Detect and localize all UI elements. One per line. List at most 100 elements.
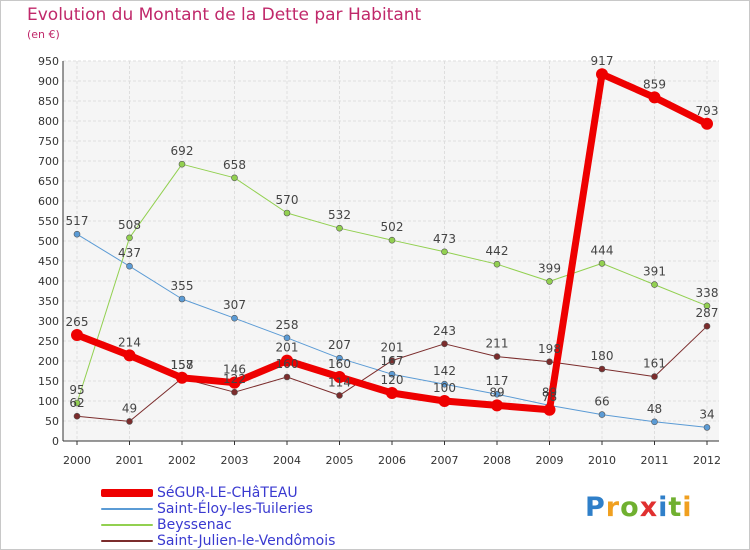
data-label: 180 bbox=[591, 349, 614, 363]
data-point bbox=[73, 230, 81, 238]
data-label: 502 bbox=[381, 220, 404, 234]
data-point bbox=[388, 370, 396, 378]
data-label: 917 bbox=[591, 54, 614, 68]
legend-swatch bbox=[101, 540, 153, 542]
x-tick-label: 2003 bbox=[221, 454, 249, 467]
data-label: 658 bbox=[223, 158, 246, 172]
data-point bbox=[598, 260, 606, 267]
data-point bbox=[336, 224, 343, 232]
logo-letter: i bbox=[658, 492, 669, 523]
data-label: 211 bbox=[486, 337, 509, 351]
y-tick-label: 800 bbox=[38, 115, 59, 128]
data-label: 49 bbox=[122, 401, 137, 415]
x-tick-label: 2011 bbox=[641, 454, 669, 467]
data-point bbox=[493, 260, 501, 268]
y-tick-label: 650 bbox=[38, 175, 59, 188]
y-tick-label: 150 bbox=[38, 375, 59, 388]
y-tick-label: 100 bbox=[38, 395, 59, 408]
data-point bbox=[283, 373, 291, 381]
data-label: 122 bbox=[223, 372, 246, 386]
data-point bbox=[598, 365, 606, 373]
legend-label: SéGUR-LE-CHâTEAU bbox=[157, 485, 298, 501]
y-tick-label: 50 bbox=[45, 415, 59, 428]
plot-area bbox=[63, 61, 719, 441]
data-label: 692 bbox=[171, 144, 194, 158]
legend-label: Beyssenac bbox=[157, 517, 232, 533]
data-label: 258 bbox=[276, 318, 299, 332]
logo-letter: x bbox=[639, 492, 659, 523]
legend-swatch bbox=[101, 489, 153, 497]
data-label: 95 bbox=[69, 383, 84, 397]
data-label: 161 bbox=[643, 357, 666, 371]
logo-letter: r bbox=[605, 492, 621, 523]
data-point bbox=[231, 174, 238, 182]
data-label: 207 bbox=[328, 338, 351, 352]
data-point bbox=[73, 412, 81, 420]
data-point bbox=[491, 399, 503, 412]
legend-item: Beyssenac bbox=[101, 517, 335, 533]
data-label: 391 bbox=[643, 265, 666, 279]
x-tick-label: 2008 bbox=[483, 454, 511, 467]
x-tick-label: 2001 bbox=[116, 454, 144, 467]
logo-letter: i bbox=[682, 492, 693, 523]
data-point bbox=[441, 248, 448, 256]
data-point bbox=[651, 418, 658, 426]
data-point bbox=[441, 340, 448, 348]
data-point bbox=[648, 91, 661, 104]
data-label: 265 bbox=[66, 315, 89, 329]
y-tick-label: 550 bbox=[38, 215, 59, 228]
legend-label: Saint-Éloy-les-Tuileries bbox=[157, 501, 313, 517]
y-tick-label: 400 bbox=[38, 275, 59, 288]
data-label: 78 bbox=[542, 390, 557, 404]
data-label: 146 bbox=[223, 363, 246, 377]
y-tick-label: 250 bbox=[38, 335, 59, 348]
y-tick-label: 900 bbox=[38, 75, 59, 88]
data-point bbox=[336, 354, 343, 362]
data-point bbox=[126, 262, 133, 270]
data-label: 198 bbox=[538, 342, 561, 356]
data-point bbox=[596, 68, 608, 81]
data-label: 66 bbox=[594, 395, 609, 409]
data-label: 473 bbox=[433, 232, 456, 246]
data-label: 157 bbox=[171, 358, 194, 372]
data-point bbox=[388, 357, 396, 364]
data-point bbox=[703, 302, 711, 310]
x-tick-label: 2010 bbox=[588, 454, 616, 467]
data-label: 89 bbox=[542, 385, 557, 399]
data-point bbox=[126, 418, 133, 425]
data-label: 517 bbox=[66, 214, 89, 228]
chart-title: Evolution du Montant de la Dette par Hab… bbox=[27, 5, 422, 25]
x-tick-label: 2004 bbox=[273, 454, 301, 467]
data-point bbox=[493, 390, 501, 398]
legend-item: Saint-Julien-le-Vendômois bbox=[101, 533, 335, 549]
data-point bbox=[281, 354, 293, 367]
data-point bbox=[546, 278, 553, 285]
data-point bbox=[386, 387, 398, 399]
data-label: 859 bbox=[643, 77, 666, 91]
data-point bbox=[126, 234, 133, 242]
data-point bbox=[71, 329, 83, 341]
data-point bbox=[283, 209, 291, 217]
data-point bbox=[176, 371, 188, 384]
data-point bbox=[123, 349, 136, 362]
data-point bbox=[651, 281, 658, 288]
chart-subtitle: (en €) bbox=[27, 28, 60, 41]
data-point bbox=[598, 411, 606, 418]
y-tick-label: 500 bbox=[38, 235, 59, 248]
legend-swatch bbox=[101, 524, 153, 526]
data-point bbox=[543, 403, 556, 416]
data-label: 89 bbox=[489, 385, 504, 399]
data-point bbox=[178, 160, 186, 168]
data-label: 160 bbox=[328, 357, 351, 371]
data-point bbox=[231, 388, 238, 396]
logo-letter: P bbox=[585, 492, 606, 523]
data-label: 243 bbox=[433, 324, 456, 338]
y-tick-label: 200 bbox=[38, 355, 59, 368]
proxiti-logo: Proxiti bbox=[585, 492, 693, 523]
data-point bbox=[546, 358, 553, 366]
x-tick-label: 2006 bbox=[378, 454, 406, 467]
legend-swatch bbox=[101, 508, 153, 510]
data-label: 287 bbox=[696, 306, 719, 320]
x-tick-label: 2007 bbox=[431, 454, 459, 467]
